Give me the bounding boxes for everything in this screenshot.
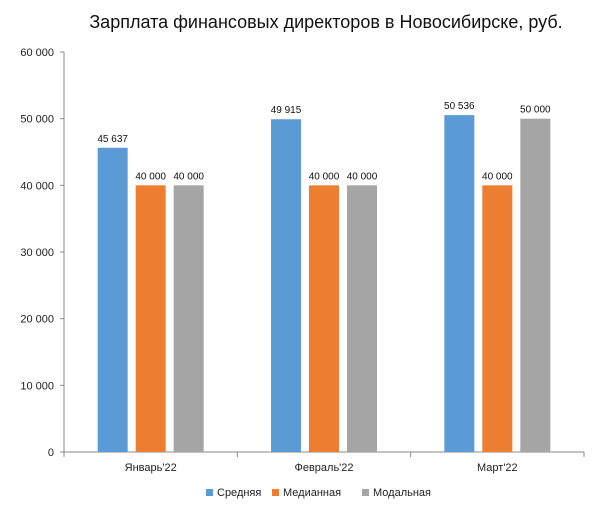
y-axis: 0 10 000 20 000 30 000 40 000 50 000 60 000	[20, 47, 65, 459]
bar	[444, 115, 475, 453]
legend-label: Модальная	[373, 487, 431, 499]
data-label: 40 000	[173, 171, 204, 182]
y-tick-label: 40 000	[20, 180, 54, 192]
data-label: 45 637	[97, 134, 128, 145]
bar	[135, 185, 166, 453]
bar	[482, 185, 513, 453]
data-label: 50 000	[520, 105, 551, 116]
y-tick-label: 0	[48, 447, 54, 459]
y-tick-label: 10 000	[20, 380, 54, 392]
x-tick-label: Январь'22	[125, 462, 177, 474]
legend-label: Медианная	[283, 487, 341, 499]
legend-label: Средняя	[217, 487, 261, 499]
data-label: 50 536	[444, 101, 475, 112]
chart-title: Зарплата финансовых директоров в Новосиб…	[89, 12, 562, 32]
x-tick-label: Февраль'22	[294, 462, 353, 474]
data-label: 40 000	[482, 171, 513, 182]
legend-swatch	[362, 489, 369, 496]
legend-swatch	[206, 489, 213, 496]
bar	[309, 185, 339, 453]
y-tick-label: 50 000	[20, 114, 54, 126]
bar	[271, 119, 301, 452]
bar	[173, 185, 204, 453]
x-tick-label: Март'22	[477, 462, 518, 474]
x-axis: Январь'22 Февраль'22 Март'22	[63, 451, 585, 474]
data-labels: 45 637 40 000 40 000 49 915 40 000 40 000 50 5…	[97, 101, 551, 182]
data-label: 49 915	[271, 105, 302, 116]
data-label: 40 000	[135, 171, 166, 182]
y-tick-label: 60 000	[20, 47, 54, 59]
legend: Средняя Медианная Модальная	[206, 487, 431, 499]
y-tick-label: 20 000	[20, 314, 54, 326]
bar	[97, 147, 128, 452]
bar	[520, 118, 551, 453]
data-label: 40 000	[309, 171, 340, 182]
bar	[347, 185, 377, 453]
data-label: 40 000	[347, 171, 378, 182]
y-tick-label: 30 000	[20, 247, 54, 259]
legend-swatch	[272, 489, 279, 496]
bars	[97, 115, 551, 453]
